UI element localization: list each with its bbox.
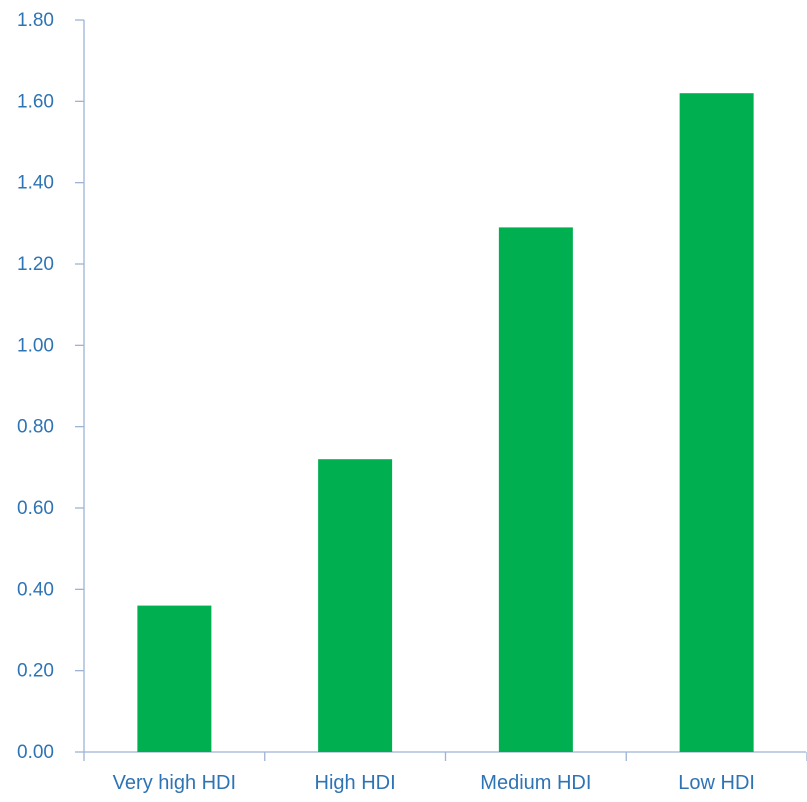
- y-tick-label: 1.40: [17, 173, 54, 194]
- y-tick-label: 1.20: [17, 254, 54, 275]
- y-tick-label: 1.60: [17, 91, 54, 112]
- bar: [679, 93, 754, 752]
- y-tick-label: 0.60: [17, 498, 54, 519]
- y-tick-label: 0.00: [17, 742, 54, 763]
- y-tick-label: 0.80: [17, 417, 54, 438]
- x-tick-label: Medium HDI: [480, 772, 591, 794]
- y-tick-label: 0.20: [17, 661, 54, 682]
- x-tick-label: Very high HDI: [113, 772, 236, 794]
- y-tick-label: 0.40: [17, 579, 54, 600]
- y-tick-label: 1.00: [17, 335, 54, 356]
- x-tick-label: High HDI: [315, 772, 396, 794]
- x-tick-label: Low HDI: [678, 772, 755, 794]
- bar: [137, 605, 212, 752]
- y-tick-label: 1.80: [17, 10, 54, 31]
- bar: [318, 459, 393, 752]
- plot-area: 0.00 0.20 0.40 0.60 0.80 1.00 1.20 1.40 1.60 1.80…: [17, 10, 807, 794]
- bar: [498, 227, 573, 752]
